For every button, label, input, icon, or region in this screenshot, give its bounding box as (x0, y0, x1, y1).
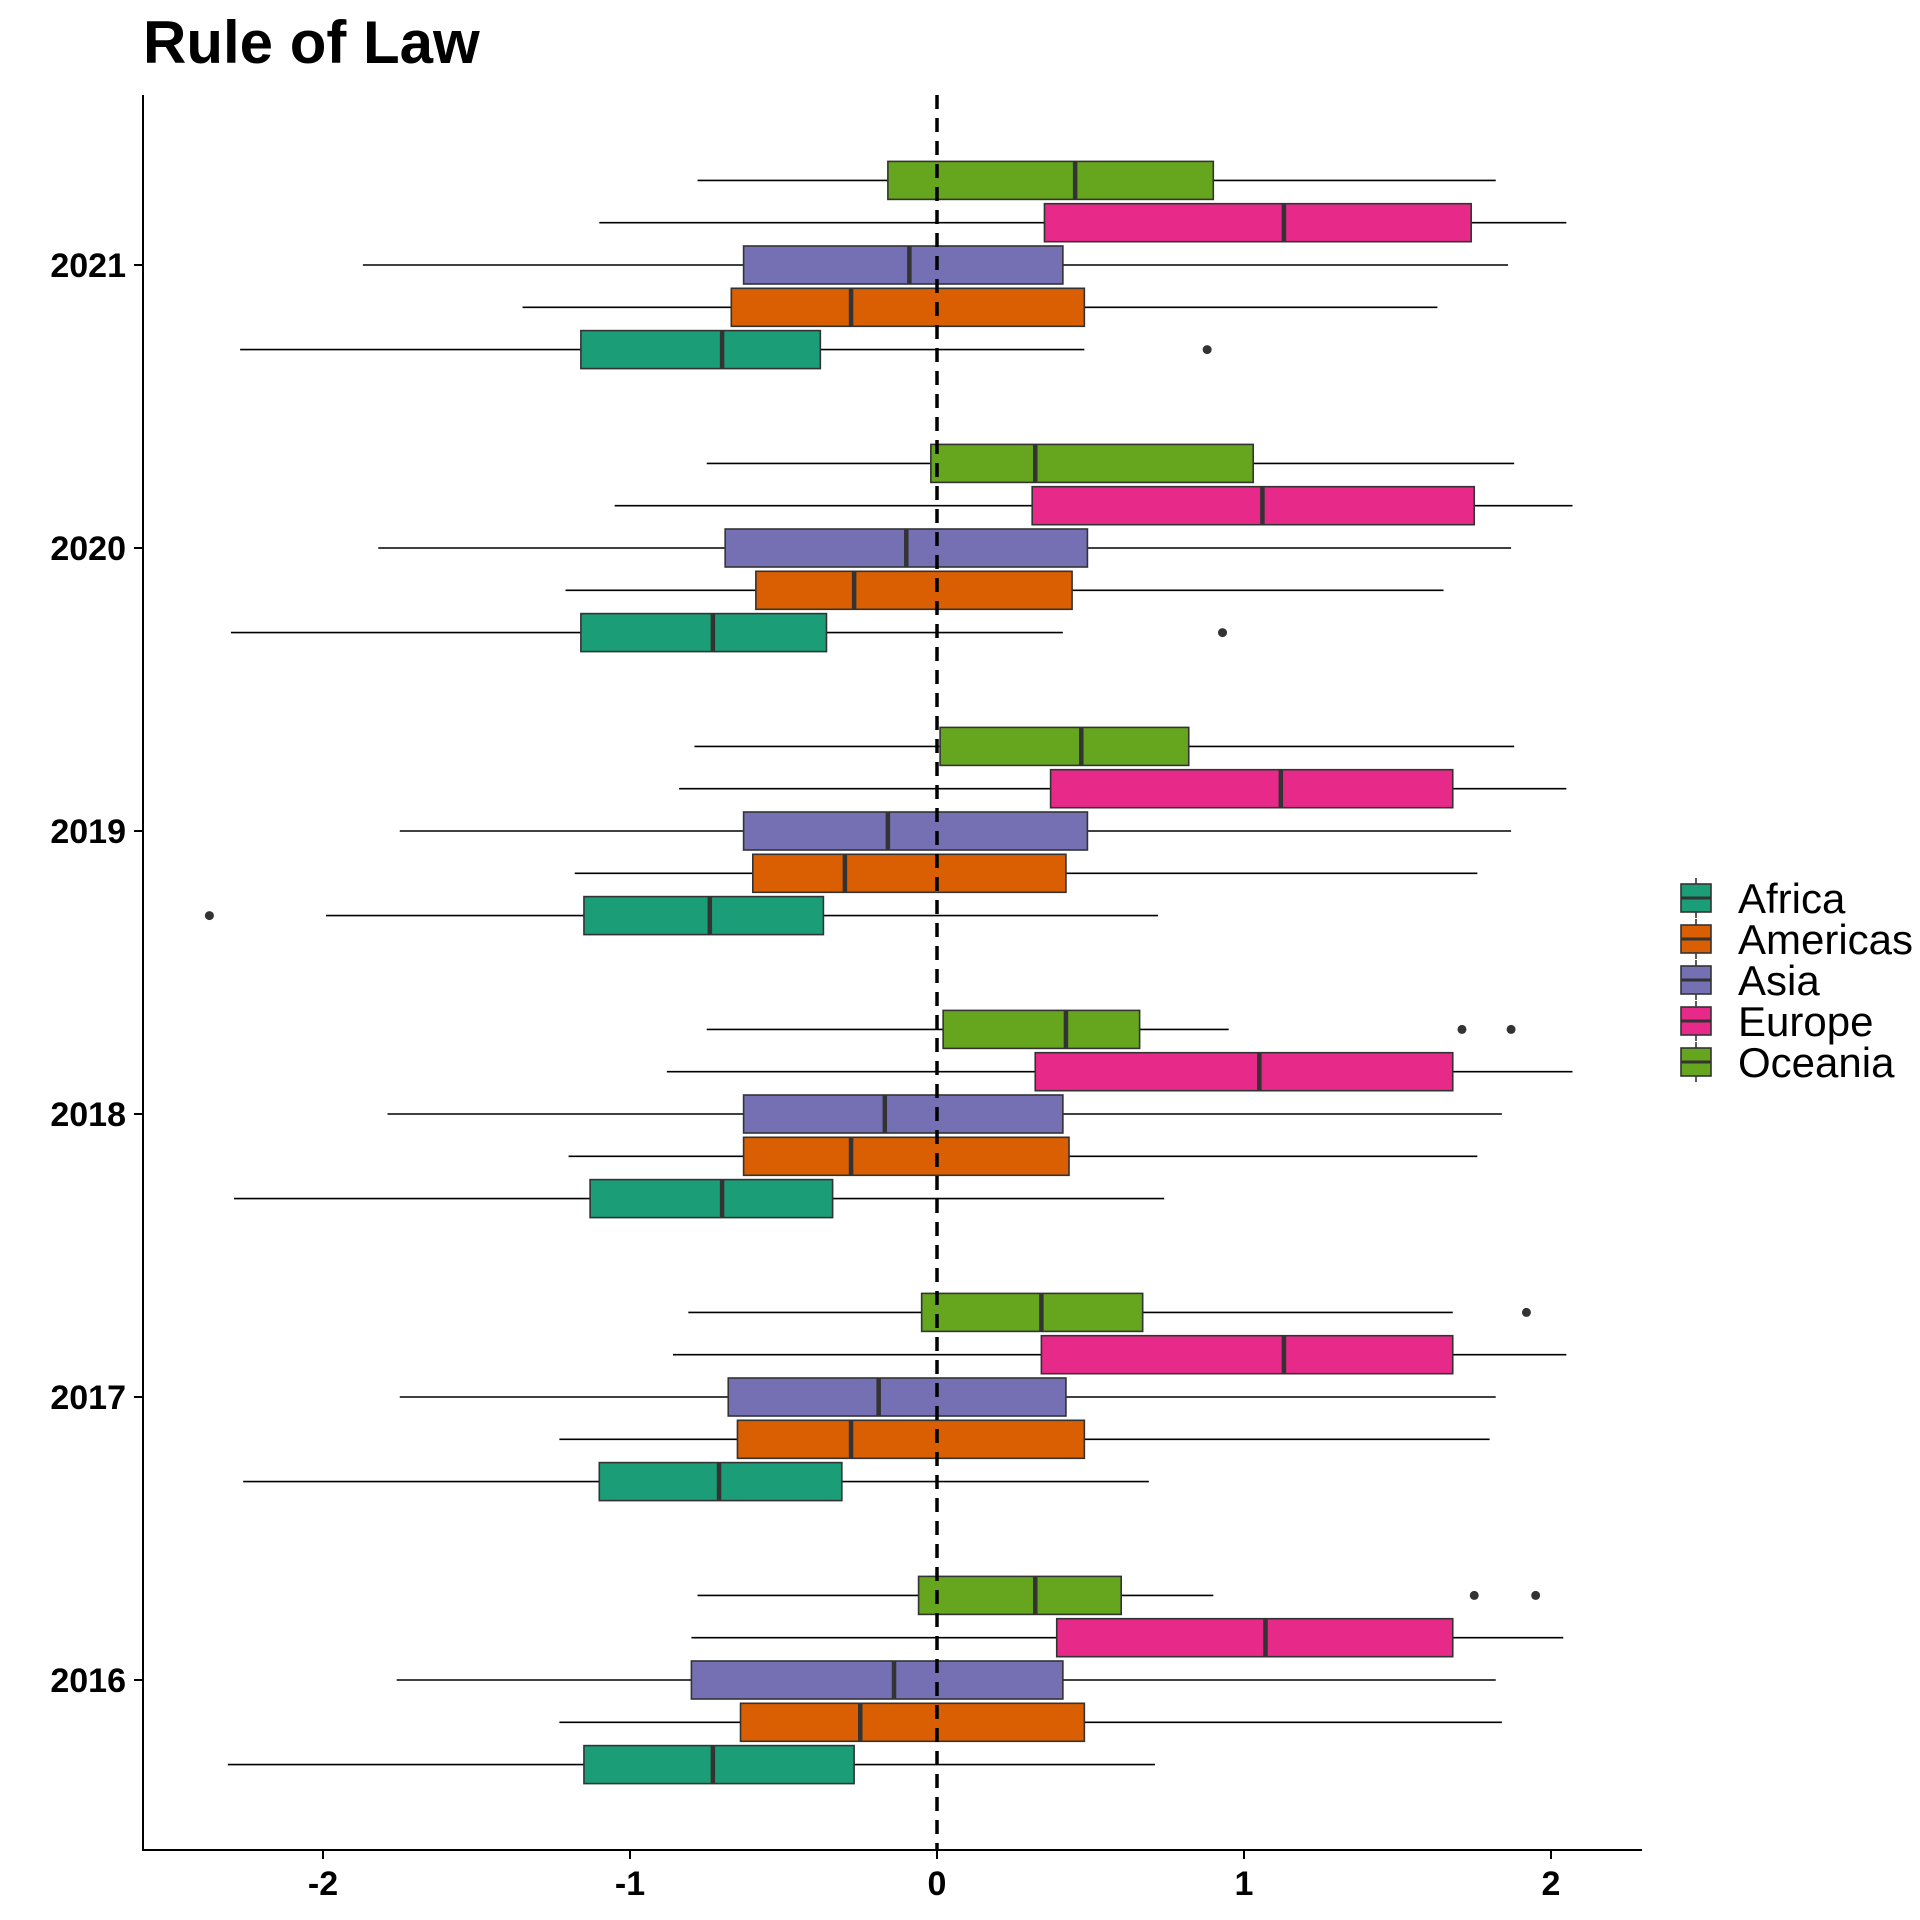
box-iqr (920, 1292, 1144, 1333)
legend-label: Americas (1738, 916, 1913, 963)
y-tick-label: 2016 (50, 1662, 126, 1700)
legend-item-oceania: Oceania (1680, 1039, 1895, 1086)
box-iqr (1034, 1051, 1454, 1092)
box-oceania-2021 (697, 160, 1496, 201)
box-americas-2020 (565, 570, 1444, 611)
box-asia-2018 (387, 1094, 1502, 1134)
box-americas-2018 (568, 1136, 1478, 1177)
box-iqr (1031, 485, 1476, 526)
box-asia-2019 (399, 811, 1512, 851)
legend-item-asia: Asia (1680, 957, 1820, 1004)
box-iqr (887, 160, 1215, 201)
box-asia-2020 (378, 528, 1512, 568)
box-oceania-2016 (697, 1575, 1541, 1616)
box-europe-2018 (666, 1051, 1573, 1092)
y-tick-label: 2018 (50, 1096, 126, 1134)
box-americas-2021 (522, 287, 1438, 328)
outlier-point (1469, 1590, 1479, 1600)
legend-label: Asia (1738, 957, 1820, 1004)
box-iqr (751, 853, 1067, 894)
box-iqr (1043, 202, 1472, 243)
box-africa-2021 (240, 329, 1212, 370)
box-asia-2021 (362, 245, 1509, 285)
box-iqr (580, 329, 822, 370)
box-americas-2019 (574, 853, 1478, 894)
box-americas-2016 (559, 1702, 1502, 1743)
box-iqr (580, 612, 828, 653)
box-iqr (730, 287, 1086, 328)
legend-label: Africa (1738, 875, 1846, 922)
outlier-point (204, 911, 214, 921)
box-iqr (736, 1419, 1086, 1460)
box-europe-2020 (614, 485, 1573, 526)
box-africa-2016 (227, 1744, 1155, 1785)
box-oceania-2017 (688, 1292, 1531, 1333)
y-tick-label: 2017 (50, 1379, 126, 1417)
x-tick-label: 2 (1542, 1865, 1561, 1903)
box-africa-2017 (243, 1461, 1149, 1502)
box-iqr (755, 570, 1073, 611)
box-iqr (690, 1660, 1064, 1700)
box-africa-2018 (233, 1178, 1165, 1219)
outlier-point (1202, 345, 1212, 355)
box-africa-2020 (230, 612, 1228, 653)
box-europe-2016 (691, 1617, 1564, 1658)
box-oceania-2019 (694, 726, 1515, 767)
legend-label: Europe (1738, 998, 1873, 1045)
box-americas-2017 (559, 1419, 1490, 1460)
series-africa (204, 329, 1228, 1785)
box-oceania-2018 (706, 1009, 1516, 1050)
box-iqr (727, 1377, 1067, 1417)
plot-area (204, 95, 1573, 1850)
box-europe-2017 (672, 1334, 1567, 1375)
box-iqr (1055, 1617, 1454, 1658)
x-tick-label: -1 (615, 1865, 645, 1903)
outlier-point (1531, 1590, 1541, 1600)
box-iqr (1049, 768, 1454, 809)
series-americas (522, 287, 1502, 1743)
x-tick-label: 1 (1235, 1865, 1254, 1903)
axes: 2016 2017 2018 2019 2020 2021 -2 -1 0 1 2 (50, 95, 1642, 1903)
legend-item-europe: Europe (1680, 998, 1873, 1045)
box-oceania-2020 (706, 443, 1515, 484)
legend-item-africa: Africa (1680, 875, 1846, 922)
box-asia-2016 (396, 1660, 1496, 1700)
box-iqr (742, 245, 1064, 285)
outlier-point (1521, 1307, 1531, 1317)
x-tick-label: -2 (308, 1865, 338, 1903)
series-asia (362, 245, 1512, 1700)
box-iqr (742, 1136, 1070, 1177)
box-europe-2019 (679, 768, 1567, 809)
box-iqr (942, 1009, 1141, 1050)
box-iqr (917, 1575, 1123, 1616)
box-iqr (589, 1178, 834, 1219)
legend-item-americas: Americas (1680, 916, 1913, 963)
box-asia-2017 (399, 1377, 1496, 1417)
box-iqr (739, 1702, 1086, 1743)
box-europe-2021 (599, 202, 1567, 243)
x-tick-label: 0 (928, 1865, 947, 1903)
box-iqr (583, 1744, 855, 1785)
y-tick-label: 2020 (50, 530, 126, 568)
outlier-point (1218, 628, 1228, 638)
series-oceania (688, 160, 1541, 1616)
chart-title: Rule of Law (143, 9, 480, 76)
legend-label: Oceania (1738, 1039, 1895, 1086)
outlier-point (1457, 1024, 1467, 1034)
outlier-point (1506, 1024, 1516, 1034)
y-tick-label: 2019 (50, 813, 126, 851)
y-tick-label: 2021 (50, 247, 126, 285)
box-iqr (742, 1094, 1064, 1134)
box-iqr (583, 895, 825, 936)
series-europe (599, 202, 1573, 1658)
box-iqr (742, 811, 1089, 851)
box-iqr (939, 726, 1190, 767)
box-africa-2019 (204, 895, 1159, 936)
box-iqr (1040, 1334, 1454, 1375)
box-iqr (930, 443, 1255, 484)
